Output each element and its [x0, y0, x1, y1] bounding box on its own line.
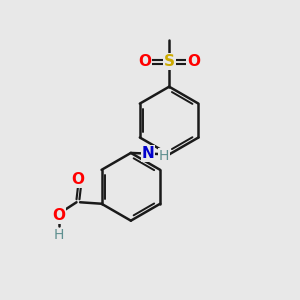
Text: O: O [52, 208, 65, 223]
Text: O: O [187, 54, 200, 69]
Text: O: O [138, 54, 151, 69]
Text: N: N [142, 146, 154, 161]
Text: O: O [71, 172, 85, 187]
Text: S: S [164, 54, 175, 69]
Text: H: H [54, 228, 64, 242]
Text: H: H [159, 149, 169, 163]
